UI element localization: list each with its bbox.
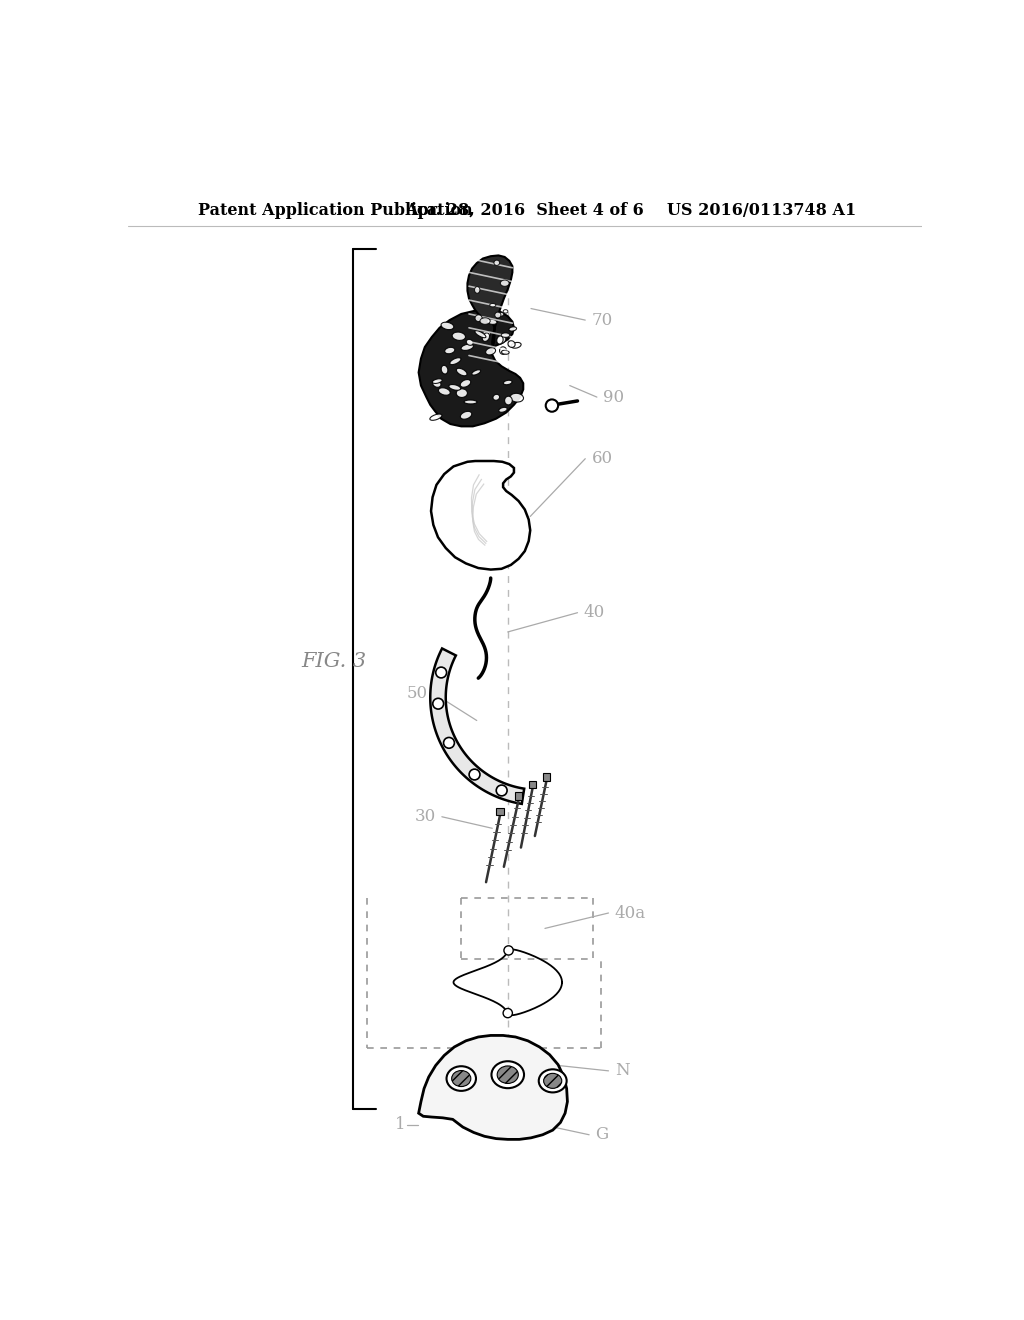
Circle shape (546, 400, 558, 412)
Ellipse shape (444, 347, 455, 354)
Ellipse shape (509, 327, 516, 331)
Ellipse shape (501, 280, 509, 286)
Ellipse shape (497, 335, 503, 345)
Text: 1: 1 (395, 1117, 406, 1134)
Text: G: G (595, 1126, 608, 1143)
Circle shape (443, 738, 455, 748)
Ellipse shape (441, 366, 447, 374)
Ellipse shape (460, 380, 471, 387)
Circle shape (503, 1008, 512, 1018)
Text: N: N (614, 1063, 630, 1080)
Ellipse shape (499, 313, 504, 315)
Ellipse shape (485, 347, 496, 355)
Bar (496, 808, 504, 816)
Text: Apr. 28, 2016  Sheet 4 of 6: Apr. 28, 2016 Sheet 4 of 6 (406, 202, 644, 219)
Circle shape (436, 667, 446, 678)
Ellipse shape (430, 414, 442, 420)
Text: 30: 30 (415, 808, 435, 825)
Text: FIG. 3: FIG. 3 (302, 652, 367, 671)
Ellipse shape (453, 333, 466, 341)
Ellipse shape (501, 333, 510, 338)
Ellipse shape (480, 318, 490, 325)
Ellipse shape (457, 368, 467, 376)
Ellipse shape (461, 345, 473, 350)
Bar (543, 774, 550, 780)
Ellipse shape (472, 370, 480, 375)
Ellipse shape (438, 388, 451, 395)
Ellipse shape (489, 304, 496, 306)
Text: Patent Application Publication: Patent Application Publication (198, 202, 472, 219)
Ellipse shape (510, 393, 523, 403)
Text: 70: 70 (592, 312, 612, 329)
Ellipse shape (504, 380, 512, 384)
Ellipse shape (544, 1073, 562, 1089)
Ellipse shape (486, 319, 497, 325)
Circle shape (433, 698, 443, 709)
Ellipse shape (475, 331, 486, 338)
Ellipse shape (511, 342, 521, 348)
Ellipse shape (502, 350, 509, 354)
Polygon shape (419, 1035, 567, 1139)
Circle shape (504, 946, 513, 956)
Ellipse shape (432, 379, 442, 383)
Ellipse shape (505, 396, 512, 405)
Text: 40a: 40a (614, 904, 646, 921)
Ellipse shape (492, 1061, 524, 1088)
Ellipse shape (539, 1069, 566, 1093)
Ellipse shape (452, 1071, 471, 1086)
Ellipse shape (499, 408, 507, 412)
Ellipse shape (433, 380, 441, 387)
Ellipse shape (498, 1067, 518, 1084)
Ellipse shape (450, 358, 461, 364)
Ellipse shape (461, 412, 472, 420)
Ellipse shape (457, 389, 467, 397)
Bar (515, 792, 522, 800)
Ellipse shape (500, 347, 507, 354)
Polygon shape (430, 648, 524, 804)
Text: 40: 40 (584, 605, 605, 622)
Ellipse shape (482, 331, 490, 337)
Ellipse shape (449, 384, 461, 391)
Text: 60: 60 (592, 450, 612, 467)
Ellipse shape (441, 322, 454, 330)
Ellipse shape (464, 400, 477, 404)
Polygon shape (431, 461, 530, 570)
Circle shape (497, 785, 507, 796)
Ellipse shape (494, 260, 500, 265)
Circle shape (469, 770, 480, 780)
Ellipse shape (474, 286, 480, 293)
Polygon shape (419, 309, 523, 426)
Ellipse shape (446, 1067, 476, 1090)
Text: 90: 90 (603, 388, 625, 405)
Ellipse shape (466, 339, 473, 346)
Text: 50: 50 (407, 685, 428, 702)
Ellipse shape (482, 333, 489, 342)
Polygon shape (467, 256, 512, 350)
Ellipse shape (493, 395, 500, 400)
Ellipse shape (508, 341, 515, 347)
Ellipse shape (475, 315, 482, 322)
Ellipse shape (495, 312, 501, 318)
Ellipse shape (497, 337, 506, 345)
Text: US 2016/0113748 A1: US 2016/0113748 A1 (668, 202, 856, 219)
Bar (528, 780, 537, 788)
Ellipse shape (503, 310, 508, 313)
